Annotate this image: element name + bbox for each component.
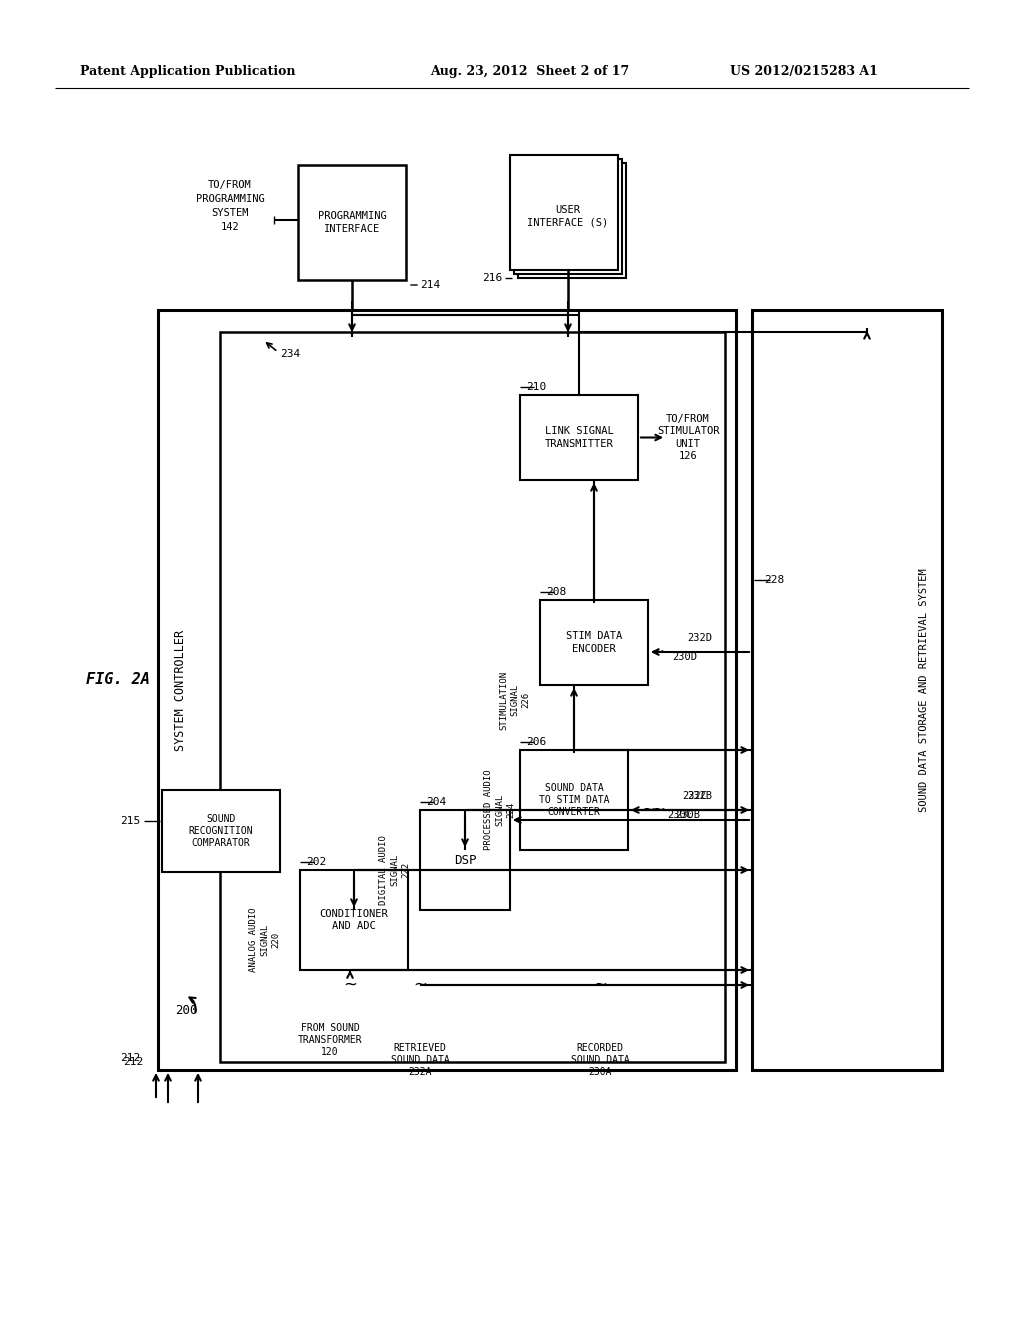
Text: US 2012/0215283 A1: US 2012/0215283 A1 bbox=[730, 66, 878, 78]
Text: 200: 200 bbox=[175, 1003, 198, 1016]
Text: RETRIEVED
SOUND DATA
232A: RETRIEVED SOUND DATA 232A bbox=[390, 1043, 450, 1077]
Text: 210: 210 bbox=[526, 381, 546, 392]
Text: 206: 206 bbox=[526, 737, 546, 747]
Text: USER
INTERFACE (S): USER INTERFACE (S) bbox=[527, 206, 608, 227]
Text: 202: 202 bbox=[306, 857, 327, 867]
Text: ~: ~ bbox=[343, 975, 357, 994]
Bar bbox=[540, 601, 648, 685]
Bar bbox=[162, 789, 280, 873]
Text: 232D: 232D bbox=[687, 634, 713, 643]
Text: ~: ~ bbox=[650, 643, 664, 661]
Text: 228: 228 bbox=[764, 576, 784, 585]
Bar bbox=[514, 158, 622, 275]
Text: STIM DATA
ENCODER: STIM DATA ENCODER bbox=[566, 631, 623, 653]
Text: Patent Application Publication: Patent Application Publication bbox=[80, 66, 296, 78]
Bar bbox=[752, 310, 942, 1071]
Text: FROM SOUND
TRANSFORMER
120: FROM SOUND TRANSFORMER 120 bbox=[298, 1023, 362, 1057]
Bar bbox=[520, 395, 638, 480]
Text: LINK SIGNAL
TRANSMITTER: LINK SIGNAL TRANSMITTER bbox=[545, 426, 613, 449]
Text: 215: 215 bbox=[120, 816, 140, 826]
Bar bbox=[518, 162, 626, 279]
Text: 232B: 232B bbox=[687, 791, 713, 801]
Text: 232C: 232C bbox=[683, 791, 708, 801]
Bar bbox=[220, 333, 725, 1063]
Text: PROGRAMMING
INTERFACE: PROGRAMMING INTERFACE bbox=[317, 211, 386, 234]
Text: 204: 204 bbox=[426, 797, 446, 807]
Text: PROGRAMMING: PROGRAMMING bbox=[196, 194, 264, 205]
Text: TO/FROM
STIMULATOR
UNIT
126: TO/FROM STIMULATOR UNIT 126 bbox=[656, 414, 719, 461]
Text: ANALOG AUDIO
SIGNAL
220: ANALOG AUDIO SIGNAL 220 bbox=[250, 908, 281, 973]
Bar bbox=[300, 870, 408, 970]
Text: SYSTEM: SYSTEM bbox=[211, 209, 249, 218]
Text: STIMULATION
SIGNAL
226: STIMULATION SIGNAL 226 bbox=[500, 671, 530, 730]
Text: RECORDED
SOUND DATA
230A: RECORDED SOUND DATA 230A bbox=[570, 1043, 630, 1077]
Text: 230B: 230B bbox=[676, 810, 700, 820]
Text: SOUND DATA STORAGE AND RETRIEVAL SYSTEM: SOUND DATA STORAGE AND RETRIEVAL SYSTEM bbox=[919, 568, 929, 812]
Text: ~: ~ bbox=[413, 975, 427, 994]
Bar bbox=[520, 750, 628, 850]
Bar bbox=[158, 310, 736, 1071]
Text: 142: 142 bbox=[220, 222, 240, 232]
Text: CONDITIONER
AND ADC: CONDITIONER AND ADC bbox=[319, 908, 388, 931]
Text: ~: ~ bbox=[641, 801, 655, 818]
Text: PROCESSED AUDIO
SIGNAL
224: PROCESSED AUDIO SIGNAL 224 bbox=[484, 770, 516, 850]
Text: 234: 234 bbox=[280, 348, 300, 359]
Text: DSP: DSP bbox=[454, 854, 476, 866]
Text: 212: 212 bbox=[120, 1053, 140, 1063]
Text: Aug. 23, 2012  Sheet 2 of 17: Aug. 23, 2012 Sheet 2 of 17 bbox=[430, 66, 630, 78]
Text: SOUND
RECOGNITION
COMPARATOR: SOUND RECOGNITION COMPARATOR bbox=[188, 813, 253, 849]
Text: TO/FROM: TO/FROM bbox=[208, 180, 252, 190]
Bar bbox=[298, 165, 406, 280]
Text: ~: ~ bbox=[651, 801, 665, 818]
Text: ~: ~ bbox=[593, 975, 607, 994]
Text: 214: 214 bbox=[420, 280, 440, 290]
Text: SYSTEM CONTROLLER: SYSTEM CONTROLLER bbox=[173, 630, 186, 751]
Text: 208: 208 bbox=[546, 587, 566, 597]
Text: 212: 212 bbox=[123, 1057, 143, 1067]
Text: 216: 216 bbox=[481, 273, 502, 282]
Bar bbox=[510, 154, 618, 271]
Bar bbox=[420, 810, 510, 909]
Text: DIGITAL AUDIO
SIGNAL
222: DIGITAL AUDIO SIGNAL 222 bbox=[380, 836, 411, 906]
Text: 230C: 230C bbox=[668, 810, 692, 820]
Text: 230D: 230D bbox=[673, 652, 697, 663]
Text: SOUND DATA
TO STIM DATA
CONVERTER: SOUND DATA TO STIM DATA CONVERTER bbox=[539, 783, 609, 817]
Text: FIG. 2A: FIG. 2A bbox=[86, 672, 150, 688]
